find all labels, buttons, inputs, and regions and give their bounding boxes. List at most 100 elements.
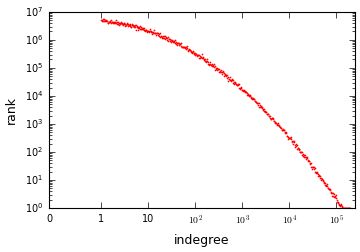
Point [290,142,296,146]
Point [330,194,336,198]
Point [276,123,282,128]
Point [221,71,226,75]
Point [158,34,164,38]
Point [138,27,144,31]
Point [153,30,159,35]
Point [197,54,203,58]
Point [254,101,260,105]
Point [227,75,233,79]
Point [346,206,351,210]
Point [138,25,144,29]
Point [279,128,285,132]
Point [261,109,266,113]
Point [341,206,346,210]
Point [237,87,242,91]
Point [195,53,201,57]
Point [130,24,136,28]
Point [194,53,200,57]
Point [323,183,329,187]
Point [155,34,161,38]
Point [269,116,275,120]
Point [256,101,261,105]
Point [324,184,329,188]
Point [284,134,289,138]
Point [294,143,300,147]
Point [315,174,321,178]
Point [342,206,348,210]
Point [165,35,171,39]
Point [291,140,297,144]
Point [308,161,314,165]
Point [193,52,198,56]
Point [240,88,246,92]
Point [187,48,193,52]
Point [211,65,216,69]
Point [236,82,242,86]
Point [246,94,252,98]
Point [104,19,110,23]
Point [157,35,163,39]
Point [224,73,229,77]
Point [202,57,207,61]
Point [211,62,217,66]
Point [288,135,293,139]
Point [177,42,183,46]
Point [252,99,258,103]
Point [179,45,185,49]
Point [232,80,238,84]
Point [229,77,235,81]
Point [337,203,342,207]
Point [246,93,251,97]
Point [108,18,114,22]
Point [163,36,168,40]
Point [185,49,191,53]
Point [217,69,222,73]
Point [344,206,350,210]
Point [343,206,349,210]
Point [146,29,152,33]
Point [320,177,325,181]
Point [196,53,202,57]
Point [318,176,323,180]
Point [334,196,339,200]
Point [123,23,129,27]
Point [229,78,234,82]
Point [121,22,126,26]
Point [285,136,291,140]
Point [193,52,199,56]
Point [212,64,217,68]
Point [219,70,225,74]
Point [192,53,198,57]
Point [231,82,237,86]
Point [324,182,330,186]
Point [140,26,145,30]
Point [289,140,295,144]
Point [298,150,304,154]
Point [306,158,311,162]
Point [185,48,190,52]
Point [226,77,231,81]
Point [312,170,318,174]
Point [336,200,341,204]
Point [285,135,291,139]
Point [213,66,219,70]
Point [116,20,122,24]
Point [133,23,139,27]
Point [113,18,119,22]
Point [136,26,141,30]
Point [129,22,135,26]
Point [116,23,122,27]
Point [131,25,137,29]
Point [253,100,258,104]
Point [225,75,230,79]
Point [143,28,149,32]
Point [265,112,270,116]
Point [237,86,243,90]
Point [238,85,243,89]
Point [264,112,269,116]
Point [346,206,352,210]
Point [207,62,213,66]
Point [333,193,339,197]
Point [280,128,285,132]
Point [125,24,131,28]
